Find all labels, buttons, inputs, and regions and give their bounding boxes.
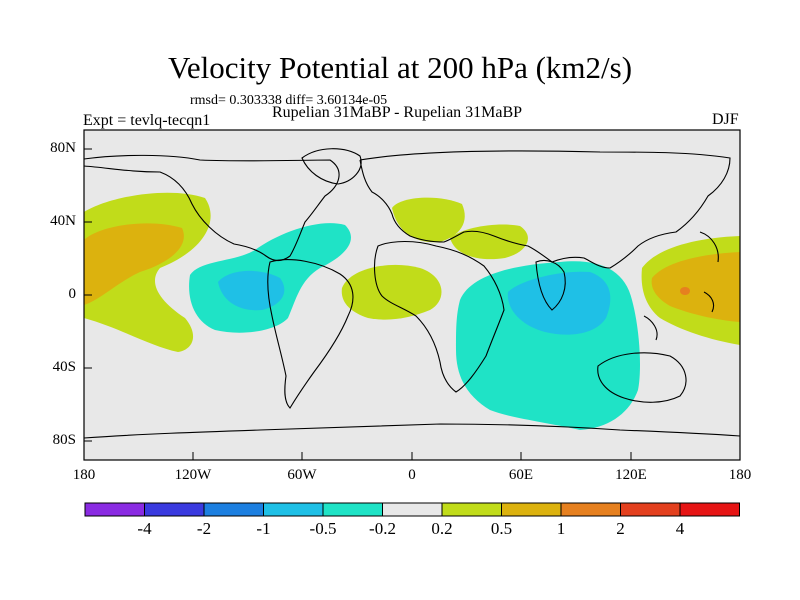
colorbar-label-4: -0.2 <box>369 519 396 538</box>
colorbar-label-3: -0.5 <box>309 519 337 538</box>
experiment-label: Expt = tevlq-tecqn1 <box>83 112 211 129</box>
season-label: DJF <box>712 111 739 128</box>
stats-line: rmsd= 0.303338 diff= 3.60134e-05 <box>190 93 388 108</box>
colorbar-box-5 <box>382 502 443 517</box>
colorbar-box-1 <box>144 502 205 517</box>
coast-south-america <box>267 259 354 409</box>
lat-label-0: 0 <box>68 286 77 302</box>
colorbar-label-6: 0.5 <box>490 519 513 538</box>
colorbar-box-4 <box>322 502 383 517</box>
coast-east-asia-islands <box>643 231 719 341</box>
colorbar-box-9 <box>620 502 681 517</box>
comparison-label: Rupelian 31MaBP - Rupelian 31MaBP <box>272 104 523 121</box>
colorbar-box-8 <box>560 502 621 517</box>
colorbar-box-10 <box>679 502 740 517</box>
colorbar-box-3 <box>263 502 324 517</box>
lon-label-180w: 180 <box>72 467 96 483</box>
anomaly-pos-west-pacific-right-core <box>651 252 740 322</box>
colorbar-label-1: -2 <box>196 519 212 538</box>
lat-label-40s: 40S <box>52 359 76 375</box>
lon-label-120w: 120W <box>174 467 212 483</box>
colorbar-box-6 <box>441 502 502 517</box>
colorbar-label-5: 0.2 <box>431 519 453 538</box>
coastlines <box>83 148 741 439</box>
lon-label-60e: 60E <box>508 467 534 483</box>
colorbar-box-2 <box>203 502 264 517</box>
lon-label-0: 0 <box>408 467 416 483</box>
anomaly-pos-middle-east <box>450 224 528 260</box>
anomaly-max-spot <box>680 287 690 295</box>
colorbar-label-2: -1 <box>256 519 271 538</box>
coast-australia <box>597 352 687 403</box>
colorbar-label-8: 2 <box>616 519 625 538</box>
lon-label-180e: 180 <box>728 467 752 483</box>
colorbar-label-0: -4 <box>137 519 152 538</box>
coast-india <box>535 259 566 311</box>
anomaly-pos-europe <box>392 197 465 243</box>
anomaly-pos-atlantic <box>341 264 442 320</box>
axis-ticks <box>84 148 632 460</box>
colorbar <box>84 502 740 517</box>
anomaly-pos-west-pacific-core <box>84 223 184 305</box>
colorbar-label-7: 1 <box>556 519 566 538</box>
coast-africa <box>373 240 505 393</box>
lat-label-40n: 40N <box>50 213 76 229</box>
colorbar-label-9: 4 <box>675 519 685 538</box>
anomaly-fields <box>84 192 740 430</box>
colorbar-box-7 <box>501 502 562 517</box>
plot-title: Velocity Potential at 200 hPa (km2/s) <box>167 50 633 85</box>
colorbar-box-0 <box>84 502 145 517</box>
lon-label-120e: 120E <box>615 467 647 483</box>
lat-label-80s: 80S <box>52 432 76 448</box>
coast-greenland <box>301 148 362 185</box>
coast-eurasia <box>359 150 731 269</box>
lon-label-60w: 60W <box>287 467 317 483</box>
coast-antarctica <box>83 423 741 439</box>
coast-north-america <box>83 154 340 262</box>
lat-label-80n: 80N <box>50 140 76 156</box>
